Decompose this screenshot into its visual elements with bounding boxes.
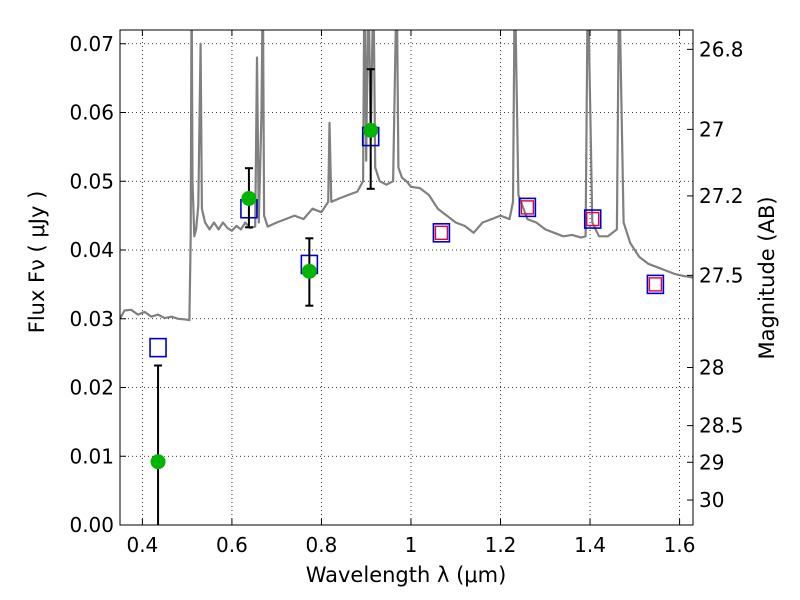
mag-tick-label-2: 27.2 bbox=[699, 184, 744, 208]
ir-band-marker-3 bbox=[648, 277, 663, 292]
ir-band-marker-1 bbox=[520, 200, 535, 215]
y-axis-title: Flux Fν ( μJy ) bbox=[25, 191, 49, 334]
y-tick-label-3: 0.03 bbox=[69, 307, 114, 331]
ir-band-marker-2 bbox=[586, 211, 600, 227]
axis-ticks bbox=[120, 30, 693, 526]
x-tick-label-3: 1 bbox=[405, 533, 418, 557]
observed-point-0 bbox=[150, 454, 166, 470]
observed-point-3 bbox=[363, 122, 379, 138]
x-tick-label-0: 0.4 bbox=[126, 533, 158, 557]
y-tick-label-2: 0.02 bbox=[69, 376, 114, 400]
tick-labels: 0.4 0.6 0.8 1 1.2 1.4 1.6 0.00 0.01 0.02 0.03 0.04 0… bbox=[69, 32, 743, 557]
y-tick-label-7: 0.07 bbox=[69, 32, 114, 56]
model-band-marker-0 bbox=[149, 337, 167, 358]
mag-tick-label-6: 29 bbox=[699, 450, 724, 474]
model-band-marker-5 bbox=[518, 197, 537, 218]
x-tick-label-2: 0.8 bbox=[306, 533, 338, 557]
x-tick-label-6: 1.6 bbox=[664, 533, 696, 557]
x-tick-label-5: 1.4 bbox=[574, 533, 606, 557]
model-band-marker-6 bbox=[583, 209, 602, 229]
y2-axis-title: Magnitude (AB) bbox=[755, 196, 779, 359]
y-tick-label-5: 0.05 bbox=[69, 169, 114, 193]
ir-band-marker-0 bbox=[434, 225, 449, 241]
x-tick-label-1: 0.6 bbox=[216, 533, 248, 557]
model-spectrum-line bbox=[120, 30, 693, 322]
y-tick-label-6: 0.06 bbox=[69, 101, 114, 125]
mag-tick-label-5: 28.5 bbox=[699, 414, 744, 438]
mag-tick-label-1: 27 bbox=[699, 117, 724, 141]
mag-tick-label-4: 28 bbox=[699, 355, 724, 379]
grid-lines bbox=[120, 30, 693, 526]
y-tick-label-1: 0.01 bbox=[69, 444, 114, 468]
x-axis-title: Wavelength λ (μm) bbox=[306, 563, 507, 587]
mag-tick-label-3: 27.5 bbox=[699, 263, 744, 287]
mag-tick-label-0: 26.8 bbox=[699, 37, 744, 61]
y-tick-label-4: 0.04 bbox=[69, 238, 114, 262]
model-band-marker-7 bbox=[646, 274, 665, 295]
y-tick-label-0: 0.00 bbox=[69, 513, 114, 537]
model-band-marker-4 bbox=[432, 223, 451, 243]
mag-tick-label-7: 30 bbox=[699, 488, 724, 512]
plot-area bbox=[120, 30, 693, 525]
observed-point-1 bbox=[241, 190, 257, 206]
x-tick-label-4: 1.2 bbox=[485, 533, 517, 557]
observed-point-2 bbox=[301, 263, 317, 279]
plot-frame bbox=[119, 29, 694, 526]
